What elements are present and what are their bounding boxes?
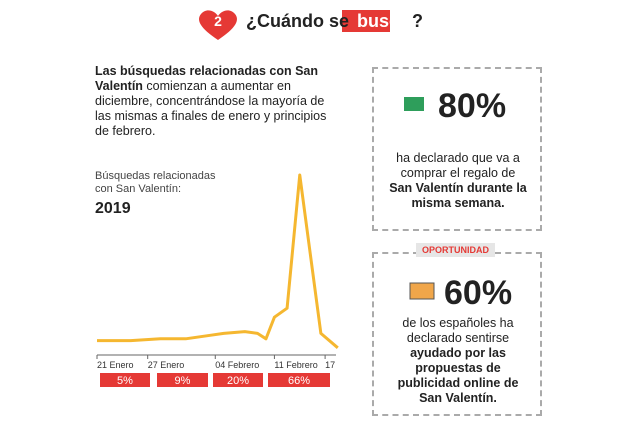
card-icon [409, 282, 435, 300]
card-text-bold: San Valentín durante la misma semana. [389, 181, 527, 210]
highlight-box [342, 10, 390, 32]
chart-title: 2019 [95, 200, 131, 217]
title-text: ¿Cuándo se [246, 11, 355, 31]
period-box [100, 373, 150, 387]
x-tick-label: 04 Febrero [215, 360, 259, 370]
card-figure: 60% [444, 274, 513, 312]
chart-subtitle: Búsquedas relacionadas con San Valentín: [95, 170, 216, 195]
intro-bold: Las búsquedas relacionadas con San Valen… [95, 64, 318, 93]
card-text: ha declarado que va a comprar el regalo … [388, 151, 528, 211]
card-icon [404, 97, 424, 111]
period-label: 20% [227, 375, 249, 387]
step-number: 2 [214, 13, 222, 29]
card: 80% ha declarado que va a comprar el reg… [372, 67, 542, 231]
title-text: ? [412, 11, 424, 31]
x-tick-label: 11 Febrero [274, 360, 317, 370]
line [97, 173, 339, 349]
card-figure: 80% [438, 87, 507, 125]
title-highlight: busca [357, 11, 410, 31]
card-text-normal: de los españoles ha declarado sentirse [402, 316, 514, 345]
period-box [213, 373, 263, 387]
card-text: de los españoles ha declarado sentirse a… [388, 316, 528, 406]
period-box [268, 373, 330, 387]
period-box [157, 373, 208, 387]
card-tag: OPORTUNIDAD [416, 243, 495, 257]
card-text-normal: ha declarado que va a comprar el regalo … [396, 151, 520, 180]
heart-icon [199, 10, 237, 40]
x-tick-label: 21 Enero [97, 360, 134, 370]
x-tick-label: 17 [325, 360, 335, 370]
period-label: 5% [117, 375, 133, 387]
x-tick-label: 27 Enero [148, 360, 185, 370]
period-label: 66% [288, 375, 310, 387]
period-label: 9% [175, 375, 191, 387]
intro-text: comienzan a aumentar en diciembre, conce… [95, 79, 327, 138]
card: 60% de los españoles ha declarado sentir… [372, 252, 542, 416]
section-title: ¿Cuándo se busca? [246, 11, 423, 32]
card-text-bold: ayudado por las propuestas de publicidad… [397, 346, 519, 405]
intro: Las búsquedas relacionadas con San Valen… [95, 64, 335, 139]
